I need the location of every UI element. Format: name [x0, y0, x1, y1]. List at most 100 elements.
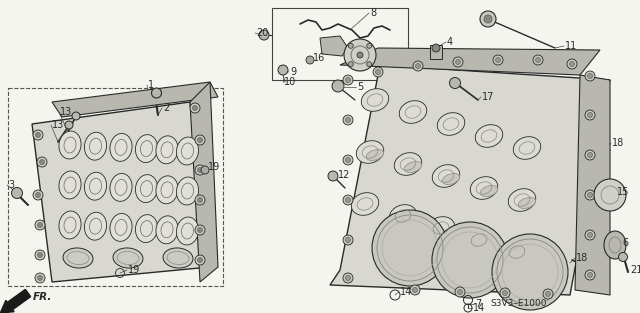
Circle shape [493, 55, 503, 65]
Circle shape [480, 11, 496, 27]
Circle shape [588, 192, 593, 198]
Circle shape [35, 273, 45, 283]
Circle shape [346, 238, 351, 243]
Bar [272, 8, 408, 80]
Ellipse shape [59, 131, 81, 159]
Ellipse shape [84, 172, 107, 200]
Circle shape [588, 152, 593, 157]
Circle shape [536, 58, 541, 63]
Circle shape [195, 135, 205, 145]
Circle shape [343, 273, 353, 283]
Polygon shape [52, 82, 218, 117]
Polygon shape [575, 75, 610, 295]
Circle shape [346, 157, 351, 162]
Circle shape [343, 75, 353, 85]
Text: 20: 20 [256, 28, 268, 38]
Text: 2: 2 [163, 103, 169, 113]
Circle shape [259, 30, 269, 40]
Circle shape [373, 67, 383, 77]
Text: 21: 21 [630, 265, 640, 275]
Ellipse shape [177, 137, 198, 165]
Circle shape [38, 275, 42, 280]
Ellipse shape [177, 217, 198, 245]
Text: 14: 14 [473, 303, 485, 313]
Text: 1: 1 [148, 80, 154, 90]
Ellipse shape [136, 215, 157, 243]
Polygon shape [32, 102, 210, 282]
Bar [430, 45, 442, 59]
Text: S3V3–E1000: S3V3–E1000 [490, 300, 547, 309]
Text: 6: 6 [622, 238, 628, 248]
Circle shape [502, 290, 508, 295]
Text: 8: 8 [370, 8, 376, 18]
Text: 3: 3 [8, 180, 14, 190]
Ellipse shape [604, 231, 626, 259]
Circle shape [343, 115, 353, 125]
Text: 12: 12 [338, 170, 350, 180]
Ellipse shape [404, 162, 422, 172]
Circle shape [588, 273, 593, 278]
Text: 4: 4 [447, 37, 453, 47]
Text: 19: 19 [208, 162, 220, 172]
Circle shape [38, 253, 42, 258]
Circle shape [357, 52, 363, 58]
Circle shape [198, 137, 202, 142]
Circle shape [35, 250, 45, 260]
Polygon shape [190, 82, 218, 282]
Circle shape [35, 192, 40, 198]
Circle shape [456, 59, 461, 64]
Circle shape [198, 258, 202, 263]
Circle shape [343, 155, 353, 165]
Ellipse shape [84, 212, 107, 240]
Circle shape [198, 198, 202, 203]
Ellipse shape [437, 113, 465, 135]
Circle shape [198, 228, 202, 233]
Circle shape [35, 220, 45, 230]
Circle shape [195, 165, 205, 175]
Circle shape [585, 230, 595, 240]
Ellipse shape [399, 101, 427, 123]
Circle shape [348, 62, 353, 67]
Ellipse shape [389, 205, 417, 227]
Text: 11: 11 [565, 41, 577, 51]
Ellipse shape [470, 177, 498, 199]
Ellipse shape [110, 173, 132, 201]
Text: FR.: FR. [33, 292, 52, 302]
Ellipse shape [84, 132, 107, 160]
FancyArrow shape [0, 289, 31, 313]
Circle shape [195, 195, 205, 205]
Text: 19: 19 [128, 265, 140, 275]
Circle shape [588, 112, 593, 117]
Ellipse shape [110, 133, 132, 161]
Circle shape [33, 130, 43, 140]
Circle shape [195, 255, 205, 265]
Circle shape [458, 290, 463, 295]
Ellipse shape [394, 153, 422, 175]
Text: 13: 13 [52, 120, 64, 130]
Circle shape [585, 71, 595, 81]
Ellipse shape [480, 186, 498, 197]
Circle shape [495, 58, 500, 63]
Circle shape [570, 61, 575, 66]
Text: 9: 9 [290, 67, 296, 77]
Circle shape [585, 150, 595, 160]
Circle shape [367, 62, 372, 67]
Circle shape [588, 233, 593, 238]
Circle shape [545, 291, 550, 296]
Text: 18: 18 [576, 253, 588, 263]
Text: 15: 15 [617, 187, 629, 197]
Circle shape [37, 157, 47, 167]
Ellipse shape [163, 248, 193, 268]
Circle shape [543, 289, 553, 299]
Circle shape [346, 275, 351, 280]
Circle shape [343, 235, 353, 245]
Text: 13: 13 [60, 107, 72, 117]
Ellipse shape [361, 89, 388, 111]
Circle shape [195, 225, 205, 235]
Circle shape [455, 287, 465, 297]
Circle shape [588, 74, 593, 79]
Ellipse shape [518, 198, 536, 208]
Circle shape [38, 223, 42, 228]
Polygon shape [320, 36, 348, 56]
Text: 7: 7 [475, 299, 481, 309]
